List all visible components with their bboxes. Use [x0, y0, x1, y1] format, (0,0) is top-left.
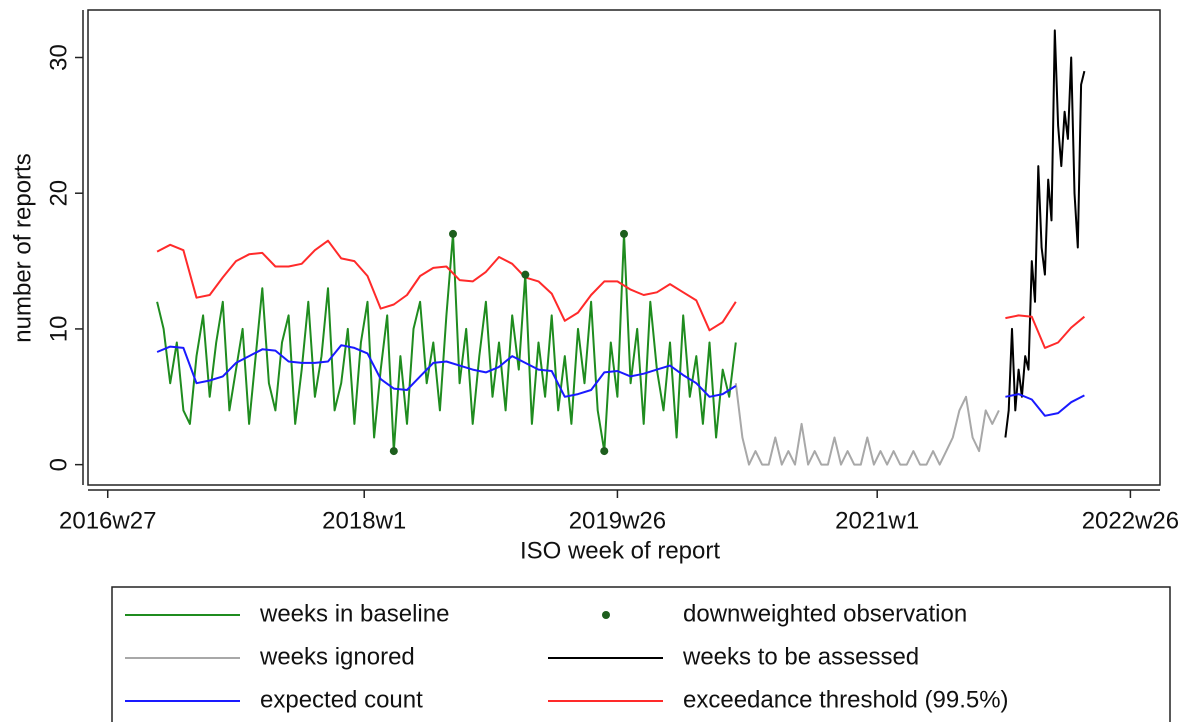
series-line [156, 344, 1085, 417]
marker-point [449, 229, 458, 238]
marker-point [389, 447, 398, 456]
marker-point [620, 229, 628, 238]
x-tick-label: 2022w26 [1082, 507, 1179, 534]
y-tick-label: 10 [45, 316, 72, 343]
legend-label: weeks to be assessed [682, 643, 919, 670]
marker-point [521, 270, 530, 279]
x-tick-label: 2018w1 [322, 507, 406, 534]
y-axis-title: number of reports [9, 153, 36, 342]
marker-point [600, 447, 609, 456]
legend-box [111, 586, 1171, 722]
legend-label: weeks ignored [259, 643, 415, 670]
plot-frame [87, 9, 1161, 486]
legend-label: weeks in baseline [259, 600, 449, 627]
legend-label: downweighted observation [683, 600, 967, 627]
y-tick-label: 0 [45, 458, 72, 471]
series-line [156, 239, 1086, 349]
y-tick-label: 20 [45, 180, 72, 207]
series-line [156, 232, 737, 453]
x-tick-label: 2019w26 [569, 507, 666, 534]
y-tick-label: 30 [45, 44, 72, 71]
legend-marker [602, 611, 610, 619]
x-tick-label: 2016w27 [59, 507, 156, 534]
x-tick-label: 2021w1 [835, 507, 919, 534]
legend-label: exceedance threshold (99.5%) [683, 686, 1009, 713]
legend-label: expected count [260, 686, 423, 713]
series-line [734, 383, 1000, 466]
series-line [1004, 29, 1086, 438]
x-axis-title: ISO week of report [520, 537, 720, 564]
